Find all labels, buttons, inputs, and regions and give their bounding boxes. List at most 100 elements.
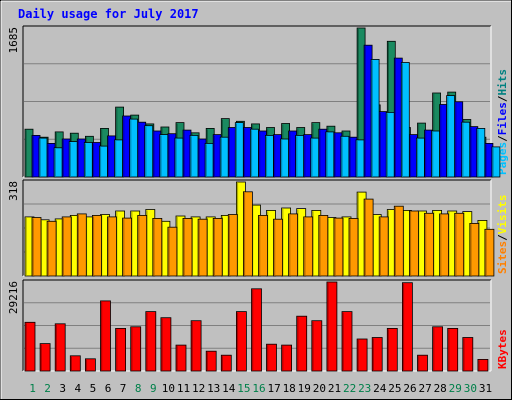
bar-sites-day-26 xyxy=(408,210,419,277)
bar-pages-day-20 xyxy=(325,131,335,178)
bar-kbytes-day-9 xyxy=(145,311,157,372)
bar-kbytes-day-10 xyxy=(160,317,172,372)
bar-sites-day-28 xyxy=(439,213,450,277)
bar-sites-day-17 xyxy=(273,218,283,277)
bar-pages-day-25 xyxy=(400,62,410,178)
bar-kbytes-day-24 xyxy=(371,337,383,372)
bar-pages-day-21 xyxy=(340,135,350,178)
bar-sites-day-20 xyxy=(318,214,329,277)
x-tick-label-day-5: 5 xyxy=(90,382,97,395)
bar-kbytes-day-5 xyxy=(85,358,96,372)
x-tick-label-day-18: 18 xyxy=(283,382,296,395)
bar-kbytes-day-23 xyxy=(356,338,368,372)
bar-pages-day-6 xyxy=(114,139,123,178)
bar-kbytes-day-16 xyxy=(251,288,262,372)
bar-sites-day-14 xyxy=(227,214,238,277)
bar-sites-day-5 xyxy=(92,214,102,277)
x-tick-label-day-13: 13 xyxy=(207,382,220,395)
bar-pages-day-11 xyxy=(189,134,199,178)
bar-pages-day-23 xyxy=(370,59,380,178)
x-tick-label-day-12: 12 xyxy=(192,382,205,395)
bar-sites-day-10 xyxy=(167,226,178,277)
x-tick-label-day-1: 1 xyxy=(29,382,36,395)
bar-pages-day-31 xyxy=(491,146,501,178)
bar-sites-day-18 xyxy=(288,213,299,277)
series-legend: KBytes xyxy=(496,329,509,369)
bar-kbytes-day-22 xyxy=(341,311,353,372)
bar-sites-day-9 xyxy=(152,217,163,277)
bar-sites-day-31 xyxy=(484,228,495,277)
bar-sites-day-11 xyxy=(182,217,193,277)
bar-sites-day-6 xyxy=(107,216,117,277)
bar-kbytes-day-27 xyxy=(417,354,428,372)
bar-pages-day-17 xyxy=(280,138,289,178)
bar-pages-day-2 xyxy=(53,147,63,178)
bar-sites-day-22 xyxy=(348,217,359,277)
series-sites xyxy=(31,191,495,277)
bar-kbytes-day-19 xyxy=(296,315,308,372)
bar-sites-day-19 xyxy=(303,216,314,277)
bar-pages-day-12 xyxy=(204,142,214,178)
y-max-label: 1685 xyxy=(7,27,20,54)
legend-entry: Files xyxy=(496,102,509,135)
bar-sites-day-1 xyxy=(31,217,42,277)
x-tick-label-day-28: 28 xyxy=(434,382,447,395)
bar-pages-day-1 xyxy=(38,137,48,178)
bar-kbytes-day-11 xyxy=(175,344,187,372)
legend-entry: Visits xyxy=(496,195,509,235)
bar-sites-day-15 xyxy=(242,191,253,277)
bar-pages-day-28 xyxy=(446,95,456,178)
x-tick-label-day-25: 25 xyxy=(388,382,401,395)
bar-sites-day-12 xyxy=(197,218,208,277)
legend-entry: Hits xyxy=(496,69,509,96)
series-files xyxy=(31,44,494,178)
bar-kbytes-day-21 xyxy=(326,281,338,372)
bar-pages-day-19 xyxy=(310,137,320,178)
x-tick-label-day-6: 6 xyxy=(105,382,112,395)
bar-kbytes-day-1 xyxy=(24,321,36,372)
x-tick-label-day-14: 14 xyxy=(222,382,236,395)
bar-kbytes-day-2 xyxy=(39,343,51,372)
bar-kbytes-day-18 xyxy=(281,344,293,372)
bar-sites-day-2 xyxy=(46,220,57,277)
legend-entry: / xyxy=(496,135,509,142)
x-tick-label-day-8: 8 xyxy=(135,382,142,395)
bar-pages-day-16 xyxy=(264,134,274,178)
bar-sites-day-13 xyxy=(212,217,223,277)
bar-kbytes-day-7 xyxy=(115,327,126,372)
x-tick-label-day-20: 20 xyxy=(313,382,326,395)
bar-kbytes-day-28 xyxy=(432,326,444,372)
bar-kbytes-day-30 xyxy=(462,337,474,372)
bar-kbytes-day-25 xyxy=(386,327,398,372)
x-tick-label-day-19: 19 xyxy=(298,382,311,395)
bar-sites-day-21 xyxy=(333,217,344,277)
bar-pages-day-9 xyxy=(159,134,169,178)
x-tick-label-day-10: 10 xyxy=(162,382,175,395)
bar-pages-day-24 xyxy=(385,112,395,178)
bar-pages-day-7 xyxy=(129,118,139,178)
bar-sites-day-27 xyxy=(424,212,434,277)
x-tick-label-day-15: 15 xyxy=(237,382,250,395)
legend-entry: / xyxy=(496,234,509,241)
bar-kbytes-day-15 xyxy=(235,311,247,372)
bar-kbytes-day-26 xyxy=(401,282,413,372)
series-kbytes xyxy=(24,281,489,372)
bar-pages-day-13 xyxy=(219,136,229,178)
bar-pages-day-10 xyxy=(174,137,184,178)
panel-kbytes: 29216 KBytes xyxy=(7,279,509,372)
bar-sites-day-29 xyxy=(454,212,465,277)
y-max-label: 318 xyxy=(7,181,20,201)
bar-pages-day-22 xyxy=(355,139,365,178)
bar-pages-day-29 xyxy=(461,121,471,178)
x-tick-label-day-11: 11 xyxy=(177,382,190,395)
bar-kbytes-day-17 xyxy=(266,343,277,372)
bar-sites-day-4 xyxy=(76,213,87,277)
bar-sites-day-30 xyxy=(469,222,480,277)
x-tick-label-day-17: 17 xyxy=(267,382,280,395)
bar-kbytes-day-14 xyxy=(220,354,232,372)
bar-kbytes-day-31 xyxy=(477,358,489,372)
bar-pages-day-27 xyxy=(431,130,440,178)
chart-title: Daily usage for July 2017 xyxy=(18,7,199,21)
legend-entry: Sites xyxy=(496,241,509,274)
